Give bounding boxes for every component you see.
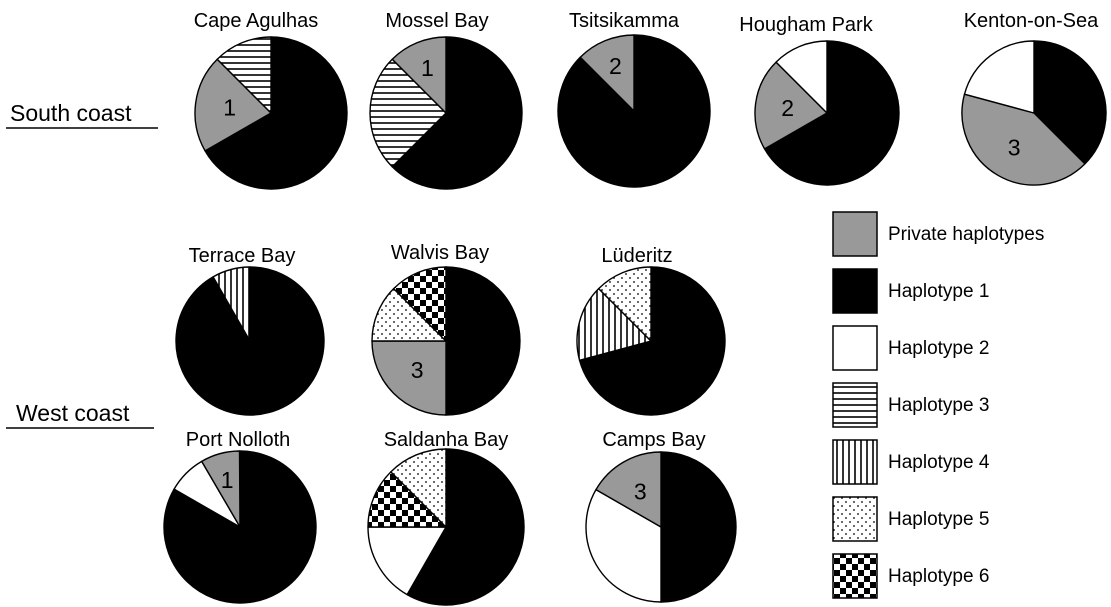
pie-slice-h1 [445,266,521,416]
slice-label: 3 [634,478,647,504]
slice-label: 1 [223,95,236,121]
legend-label: Haplotype 1 [888,281,989,302]
legend-swatch [832,268,878,314]
pies-layer: 1 1 2 2 3 3 1 3 [163,34,1107,606]
pie-kenton-on-sea: 3 [961,40,1107,186]
pie-slice-private [194,58,272,152]
legend-item-h2: Haplotype 2 [832,325,989,371]
pie-title: Cape Agulhas [194,10,319,32]
region-label-west: West coast [6,400,154,429]
pie-mossel-bay: 1 [369,36,523,190]
pie-slice-private [754,61,828,150]
pie-slice-h5 [371,287,447,342]
legend-swatch [832,439,878,485]
legend-swatch [832,496,878,542]
pie-slice-h2 [963,40,1035,114]
pie-slice-h2 [775,40,828,114]
pie-cape-agulhas: 1 [194,36,348,190]
pie-slice-h1 [1033,40,1107,165]
pie-slice-h1 [578,266,726,416]
pie-title: Hougham Park [739,14,873,36]
legend-label: Haplotype 3 [888,395,989,416]
slice-label: 3 [1008,134,1021,160]
legend-label: Haplotype 6 [888,566,989,587]
pie-slice-h6 [367,471,447,528]
legend-item-h5: Haplotype 5 [832,496,989,542]
pie-camps-bay: 3 [585,451,737,603]
pie-title: Tsitsikamma [569,10,680,32]
pie-slice-h1 [204,36,348,190]
region-label-text: South coast [10,100,132,126]
pie-slice-h2 [585,488,662,603]
slice-label: 1 [221,467,234,493]
pie-slice-h1 [763,40,900,186]
legend: Private haplotypes Haplotype 1 Haplotype… [832,211,1044,599]
legend-swatch [832,553,878,599]
pie-saldanha-bay [367,448,525,606]
legend-item-h4: Haplotype 4 [832,439,990,485]
pie-l-deritz [576,266,726,416]
pie-slice-h2 [367,526,447,596]
pie-slice-private [391,36,447,114]
slice-label: 2 [609,53,622,79]
pie-slice-private [961,93,1086,186]
slice-label: 2 [781,95,794,121]
pie-title: Saldanha Bay [384,429,509,451]
pie-slice-private [579,34,635,112]
pie-walvis-bay: 3 [371,266,521,416]
legend-label: Haplotype 4 [888,452,990,473]
pie-title: Walvis Bay [391,242,489,264]
pie-slice-h6 [392,266,447,342]
region-label-south: South coast [6,100,158,129]
pie-slice-h4 [212,266,251,342]
pie-slice-h5 [597,266,652,342]
pie-slice-private [201,450,241,528]
pie-slice-h5 [390,448,447,528]
legend-item-private: Private haplotypes [832,211,1044,257]
legend-swatch [832,211,878,257]
pie-title: Lüderitz [601,245,672,267]
pie-slice-h4 [576,287,652,361]
pie-title: Port Nolloth [186,429,291,451]
pie-title: Terrace Bay [189,245,296,267]
pie-slice-h1 [391,36,523,190]
region-label-text: West coast [16,400,130,426]
pie-slice-h1 [406,448,525,606]
pie-slice-private [371,340,447,416]
pie-slice-h1 [660,451,737,603]
pie-slice-private [595,451,662,528]
legend-label: Haplotype 2 [888,338,989,359]
pie-hougham-park: 2 [754,40,900,186]
pie-title: Kenton-on-Sea [964,10,1099,32]
legend-item-h3: Haplotype 3 [832,382,989,428]
slice-label: 1 [421,55,434,81]
legend-item-h6: Haplotype 6 [832,553,989,599]
pie-title: Camps Bay [602,429,705,451]
pie-title: Mossel Bay [385,10,488,32]
pie-terrace-bay [175,266,325,416]
pie-port-nolloth: 1 [163,450,317,604]
legend-swatch [832,382,878,428]
legend-label: Private haplotypes [888,224,1044,245]
legend-swatch [832,325,878,371]
slice-label: 3 [411,357,424,383]
pie-slice-h3 [369,58,447,168]
pie-slice-h3 [216,36,272,114]
legend-item-h1: Haplotype 1 [832,268,989,314]
legend-label: Haplotype 5 [888,509,989,530]
pie-tsitsikamma: 2 [557,34,711,188]
